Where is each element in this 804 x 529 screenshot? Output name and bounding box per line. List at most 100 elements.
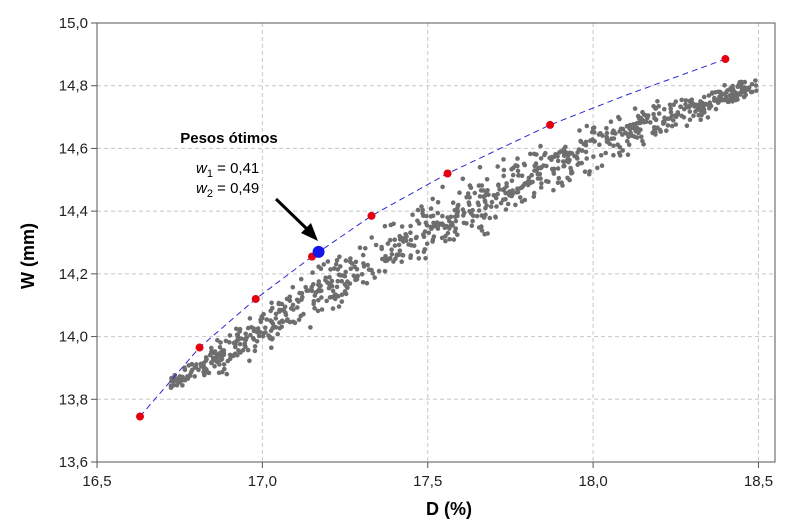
cloud-point [729,88,734,94]
cloud-point [457,190,462,195]
cloud-point [366,267,372,272]
cloud-point [389,252,395,257]
cloud-point [651,111,656,117]
cloud-point [373,242,379,248]
cloud-point [653,105,659,111]
cloud-point [357,245,363,250]
cloud-point [481,188,486,193]
cloud-point [380,256,385,262]
cloud-point [592,139,597,144]
cloud-point [623,130,628,135]
cloud-point [517,195,523,200]
annotation-arrow-shaft [274,197,310,232]
w1-subscript: 1 [207,168,213,180]
cloud-point [546,179,551,184]
cloud-point [424,223,430,228]
cloud-point [682,106,687,112]
cloud-point [495,191,500,197]
cloud-point [705,115,711,120]
frontier-point [195,343,204,352]
cloud-point [643,119,649,124]
cloud-point [332,296,338,302]
cloud-point [206,370,212,376]
cloud-point [333,262,339,267]
cloud-point [590,125,596,131]
cloud-point [316,298,321,303]
cloud-point [665,123,671,128]
cloud-point [558,149,564,154]
cloud-point [440,213,445,219]
cloud-point [287,294,293,300]
cloud-point [270,305,275,311]
cloud-point [503,207,509,212]
cloud-point [639,134,644,140]
x-tick-label: 17,0 [248,473,277,490]
cloud-point [198,361,204,367]
cloud-point [708,103,714,109]
cloud-point [611,152,616,158]
cloud-point [626,142,632,147]
cloud-point [339,299,345,304]
cloud-point [217,362,222,367]
cloud-point [569,171,574,176]
cloud-point [291,319,296,325]
cloud-point [287,298,293,304]
cloud-point [247,316,253,321]
cloud-point [683,98,689,103]
cloud-point [620,148,625,153]
cloud-point [240,348,246,353]
cloud-point [632,106,638,111]
cloud-point [282,304,288,310]
cloud-point [218,340,223,345]
cloud-point [408,230,413,235]
cloud-point [267,335,273,341]
cloud-point [387,255,393,261]
cloud-point [487,215,493,221]
cloud-point [661,119,666,125]
cloud-point [209,360,214,366]
cloud-point [182,365,187,371]
cloud-point [485,231,490,236]
cloud-point [668,110,674,115]
cloud-point [567,150,573,156]
cloud-point [508,193,514,198]
cloud-point [503,190,508,196]
cloud-point [447,236,452,242]
frontier-point [135,412,144,421]
cloud-point [505,201,511,207]
cloud-point [264,317,270,322]
cloud-point [329,278,335,284]
cloud-point [575,162,580,167]
w2-symbol: w [196,180,208,197]
cloud-point [470,207,475,213]
cloud-point [328,267,333,272]
cloud-point [215,338,220,343]
cloud-point [295,305,300,310]
cloud-point [698,117,703,123]
cloud-point [578,138,583,144]
cloud-point [595,165,600,171]
cloud-point [616,114,621,120]
cloud-point [604,134,609,140]
cloud-point [406,242,411,247]
cloud-point [222,366,227,372]
cloud-point [450,223,455,228]
cloud-point [324,298,330,304]
cloud-point [522,197,528,203]
cloud-point [673,122,679,127]
frontier-point [443,169,452,178]
cloud-point [308,325,313,330]
cloud-point [452,214,458,219]
cloud-point [408,253,414,258]
cloud-point [428,224,433,230]
cloud-point [679,97,684,103]
cloud-point [475,200,481,205]
cloud-point [669,123,675,129]
cloud-point [394,252,400,257]
cloud-point [450,200,456,205]
cloud-point [354,277,360,282]
cloud-point [201,369,206,375]
cloud-point [509,167,514,172]
cloud-point [563,150,569,155]
cloud-point [348,266,354,272]
